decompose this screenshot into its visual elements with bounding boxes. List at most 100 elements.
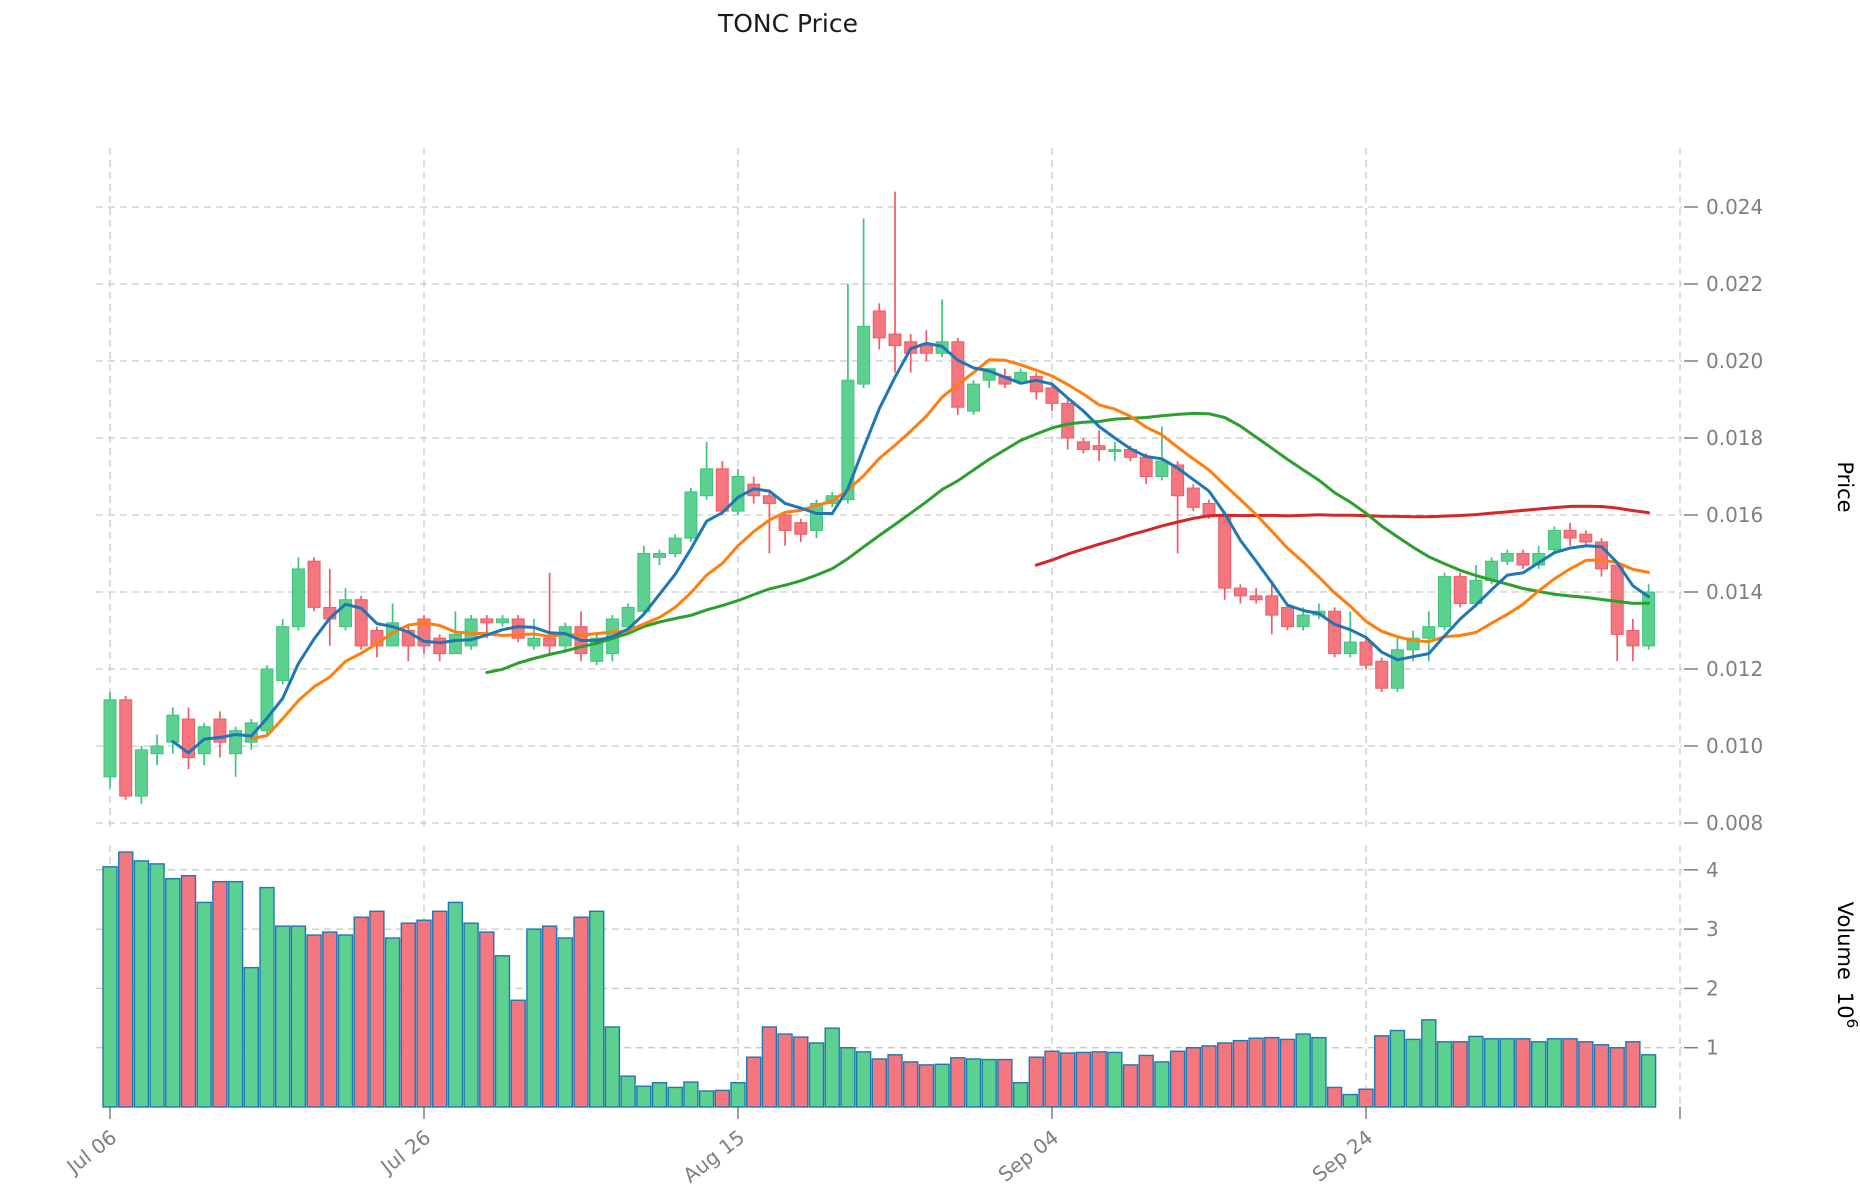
candle-body — [1281, 606, 1294, 628]
candle-body — [1108, 449, 1122, 453]
candle-body — [480, 618, 494, 624]
candle-body — [1422, 626, 1436, 639]
candle-body — [684, 491, 698, 539]
moving-averages-layer — [171, 341, 1651, 755]
candle-body — [307, 560, 321, 608]
candle-body — [1139, 456, 1153, 477]
price-tick-label: 0.012 — [1706, 657, 1763, 681]
candle-body — [1406, 637, 1420, 651]
volume-bar — [1107, 1051, 1123, 1108]
volume-bar — [463, 922, 479, 1108]
volume-bar — [1468, 1035, 1484, 1108]
candle-body — [841, 379, 855, 501]
volume-axis-label: Volume106 — [1833, 902, 1860, 1028]
volume-bar — [526, 928, 542, 1108]
volume-tick-label: 3 — [1706, 917, 1719, 941]
volume-bar — [133, 860, 150, 1108]
date-tick-label: Jul 06 — [61, 1125, 121, 1180]
volume-bar — [683, 1081, 699, 1108]
volume-bar — [651, 1081, 668, 1108]
candle-body — [888, 333, 902, 347]
candle-body — [778, 514, 792, 531]
volume-bar — [353, 916, 369, 1108]
candle-body — [1453, 576, 1467, 605]
candle-body — [1186, 487, 1200, 508]
date-tick-label: Sep 24 — [1308, 1125, 1378, 1187]
volume-tick-label: 1 — [1706, 1036, 1719, 1060]
candle-body — [1579, 533, 1593, 543]
price-tick-label: 0.024 — [1706, 195, 1763, 219]
volume-bar — [1326, 1086, 1343, 1108]
volume-bar — [1373, 1035, 1390, 1108]
volume-bar — [117, 851, 134, 1108]
volume-bar — [1248, 1037, 1264, 1108]
volume-bar — [997, 1058, 1013, 1108]
volume-bar — [903, 1061, 919, 1108]
volume-bar — [212, 880, 228, 1108]
volume-bar — [934, 1063, 950, 1108]
candle-body — [1563, 529, 1577, 539]
volume-bar — [1546, 1038, 1563, 1108]
volume-bar — [337, 934, 354, 1108]
volume-bar — [416, 919, 432, 1108]
volume-bar — [965, 1058, 982, 1108]
volume-bar — [1515, 1038, 1531, 1108]
volume-bar — [730, 1081, 746, 1108]
volume-bar — [855, 1051, 872, 1108]
price-tick-label: 0.008 — [1706, 811, 1763, 835]
volume-bar — [808, 1042, 825, 1108]
ma-line-60 — [1034, 504, 1651, 567]
volume-bar — [1389, 1029, 1406, 1108]
volume-bar — [1578, 1041, 1594, 1108]
candle-body — [448, 633, 462, 655]
candle-body — [1500, 553, 1514, 562]
candle-body — [1359, 641, 1373, 666]
volume-bar — [1436, 1041, 1453, 1108]
volume-bar — [1264, 1036, 1280, 1108]
volume-bar — [510, 999, 526, 1108]
volume-bar — [698, 1090, 715, 1108]
candle-body — [1642, 591, 1656, 647]
candle-body — [872, 310, 886, 339]
candle-body — [103, 699, 117, 778]
candle-body — [1375, 660, 1389, 689]
volume-bar — [557, 937, 573, 1108]
candle-body — [1438, 576, 1451, 628]
volume-bar — [620, 1075, 636, 1108]
volume-bar — [196, 901, 212, 1108]
candle-body — [810, 502, 823, 531]
volume-bar — [1295, 1033, 1311, 1108]
candle-body — [166, 714, 180, 743]
volume-bar — [604, 1026, 621, 1108]
price-tick-label: 0.014 — [1706, 580, 1763, 604]
volume-bar — [1279, 1038, 1296, 1108]
volume-bar — [1138, 1054, 1154, 1108]
volume-bars-layer — [102, 851, 1657, 1108]
candle-body — [1390, 649, 1404, 689]
candle-body — [1249, 595, 1263, 601]
price-tick-label: 0.018 — [1706, 426, 1763, 450]
candle-body — [1155, 460, 1169, 478]
volume-bar — [1421, 1019, 1437, 1108]
volume-bar — [1154, 1061, 1170, 1108]
volume-bar — [573, 916, 589, 1108]
volume-bar — [1593, 1044, 1610, 1108]
volume-bar — [887, 1054, 903, 1108]
volume-bar — [777, 1033, 793, 1108]
candle-body — [621, 606, 635, 628]
candle-body — [119, 699, 133, 797]
candle-body — [150, 745, 164, 755]
candle-body — [951, 341, 965, 408]
volume-bar — [1342, 1093, 1359, 1108]
volume-bar — [1075, 1051, 1092, 1108]
candle-body — [1092, 445, 1106, 451]
volume-bar — [1609, 1046, 1625, 1108]
volume-bar — [1358, 1088, 1374, 1108]
candle-body — [1076, 441, 1090, 451]
candle-body — [543, 637, 557, 647]
volume-bar — [1562, 1038, 1578, 1108]
price-axis-label: Price — [1833, 461, 1857, 512]
volume-bar — [1185, 1046, 1202, 1108]
